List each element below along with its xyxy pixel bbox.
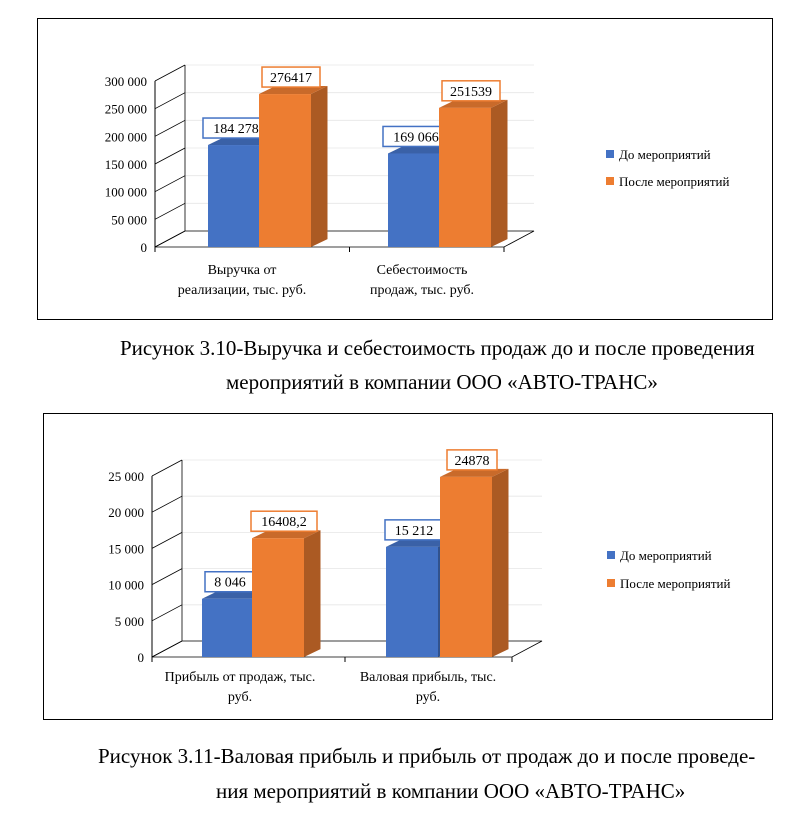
c1-bar-top	[439, 99, 508, 108]
c1-legend-swatch	[606, 150, 614, 158]
c1-category-label: реализации, тыс. руб.	[178, 283, 306, 298]
c2-y-tick-label: 20 000	[108, 505, 144, 520]
c1-y-tick-label: 100 000	[105, 185, 147, 200]
c1-data-label-box	[261, 66, 321, 88]
c2-legend-label: После мероприятий	[620, 576, 731, 591]
c2-depth-gridline	[151, 604, 183, 622]
c2-legend-swatch	[607, 579, 615, 587]
c1-y-tick-label: 50 000	[111, 212, 147, 227]
chart-revenue-cost-svg: 0 50 000 100 000 150 000 200 000 250 000 300 0…	[105, 64, 730, 298]
c2-bar-side	[492, 468, 509, 657]
chart-revenue-cost: 0 50 000 100 000 150 000 200 000 250 000 300 0…	[37, 18, 773, 320]
c2-y-tick-label: 15 000	[108, 541, 144, 556]
c1-data-label: 169 066	[393, 130, 439, 145]
caption-3-11-line1: Рисунок 3.11-Валовая прибыль и прибыль о…	[98, 744, 756, 768]
c1-floor	[154, 230, 535, 248]
c1-y-tick-label: 0	[141, 240, 148, 255]
c1-category-label: Себестоимость	[377, 263, 468, 278]
c1-data-label: 184 278	[213, 122, 259, 137]
c2-category-label: руб.	[416, 690, 440, 705]
c2-data-label: 24878	[455, 454, 490, 469]
c1-bar-before	[208, 145, 260, 247]
c1-bar-side	[491, 99, 508, 247]
c1-depth-gridline	[154, 64, 186, 82]
c2-depth-gridline	[151, 532, 183, 549]
c2-bar-before	[202, 598, 254, 657]
c1-legend-swatch	[606, 177, 614, 185]
c2-bar-top	[386, 538, 455, 547]
caption-3-11-line2: ния мероприятий в компании ООО «АВТО-ТРА…	[216, 779, 686, 803]
c1-depth-gridline	[154, 175, 186, 193]
c1-y-tick-label: 200 000	[105, 129, 147, 144]
c1-y-tick-label: 250 000	[105, 102, 147, 117]
c2-data-label: 15 212	[395, 524, 434, 539]
c1-category-label: Выручка от	[208, 263, 277, 278]
c2-bar-before	[386, 546, 438, 657]
caption-3-10-line1: Рисунок 3.10-Выручка и себестоимость про…	[120, 336, 755, 360]
c1-depth-gridline	[154, 92, 186, 110]
c2-bar-after	[252, 538, 304, 657]
c1-bar-side	[311, 86, 328, 248]
c2-y-tick-label: 25 000	[108, 469, 144, 484]
c2-category-label: Прибыль от продаж, тыс.	[165, 670, 316, 685]
c2-y-tick-label: 5 000	[115, 614, 144, 629]
c2-bar-top	[440, 468, 509, 477]
c1-data-label: 276417	[270, 71, 312, 86]
c2-legend-swatch	[607, 551, 615, 559]
c1-legend-label: До мероприятий	[619, 147, 711, 162]
c1-legend-label: После мероприятий	[619, 174, 730, 189]
chart-profit: 0 5 000 10 000 15 000 20 000 25 000 8 046 15 21…	[43, 413, 773, 720]
c1-bar-after	[259, 94, 311, 248]
chart-profit-svg: 0 5 000 10 000 15 000 20 000 25 000 8 046 15 21…	[108, 449, 731, 705]
c1-y-tick-label: 150 000	[105, 157, 147, 172]
caption-3-10-line2: мероприятий в компании ООО «АВТО-ТРАНС»	[226, 370, 658, 394]
c2-bar-top	[252, 530, 321, 539]
c2-y-tick-label: 10 000	[108, 578, 144, 593]
c2-data-label-box	[250, 510, 318, 532]
c2-data-label: 16408,2	[261, 515, 307, 530]
c1-bar-top	[259, 86, 328, 95]
c2-bar-side	[304, 530, 321, 657]
c2-depth-gridline	[151, 459, 183, 477]
c1-bar-after	[439, 107, 491, 247]
c2-data-label-box	[446, 449, 498, 471]
c1-y-tick-label: 300 000	[105, 74, 147, 89]
c1-depth-gridline	[154, 119, 186, 137]
c2-data-label: 8 046	[214, 576, 246, 591]
c1-category-label: продаж, тыс. руб.	[370, 283, 474, 298]
c1-depth-gridline	[154, 147, 186, 165]
c2-category-label: руб.	[228, 690, 252, 705]
c2-category-label: Валовая прибыль, тыс.	[360, 670, 496, 685]
c2-legend-label: До мероприятий	[620, 548, 712, 563]
c2-y-tick-label: 0	[138, 650, 145, 665]
c2-depth-gridline	[151, 568, 183, 585]
c2-bar-after	[440, 476, 492, 657]
c1-depth-gridline	[154, 202, 186, 220]
c2-depth-gridline	[151, 495, 183, 513]
c1-data-label: 251539	[450, 85, 492, 100]
c1-bar-before	[388, 153, 440, 247]
c1-data-label-box	[441, 80, 501, 102]
